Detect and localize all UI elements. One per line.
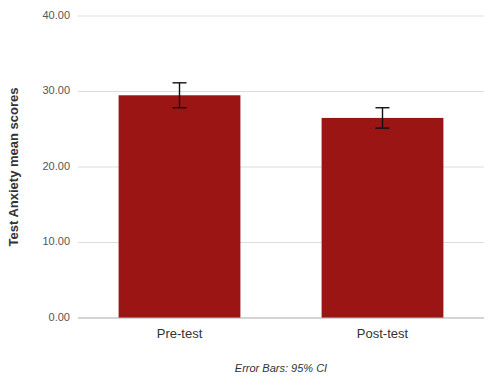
grid-line	[78, 91, 484, 92]
chart-container: 0.00 10.00 20.00 30.00 40.00 Pre-test Post-tes…	[0, 0, 500, 384]
error-bar-part	[173, 107, 187, 108]
y-tick-label: 40.00	[42, 9, 70, 21]
y-tick-label: 30.00	[42, 84, 70, 96]
x-tick-label: Post-test	[357, 326, 409, 341]
chart: 0.00 10.00 20.00 30.00 40.00 Pre-test Post-tes…	[0, 0, 500, 384]
bar	[322, 118, 444, 318]
y-axis-label: Test Anxiety mean scores	[6, 88, 21, 247]
error-bar	[376, 108, 390, 128]
error-bar-part	[173, 82, 187, 83]
error-bar-part	[376, 107, 390, 108]
error-bar-part	[179, 83, 180, 108]
x-tick-label: Pre-test	[157, 326, 203, 341]
error-bar	[173, 83, 187, 108]
y-tick-label: 10.00	[42, 235, 70, 247]
bars	[119, 83, 444, 318]
grid-line	[78, 16, 484, 17]
grid-line	[78, 318, 484, 319]
caption: Error Bars: 95% CI	[235, 362, 327, 374]
error-bar-part	[382, 108, 383, 128]
y-tick-label: 20.00	[42, 160, 70, 172]
bar	[119, 95, 241, 318]
error-bar-part	[376, 127, 390, 128]
grid	[78, 16, 484, 318]
y-tick-label: 0.00	[49, 311, 70, 323]
x-axis-line	[78, 318, 484, 319]
